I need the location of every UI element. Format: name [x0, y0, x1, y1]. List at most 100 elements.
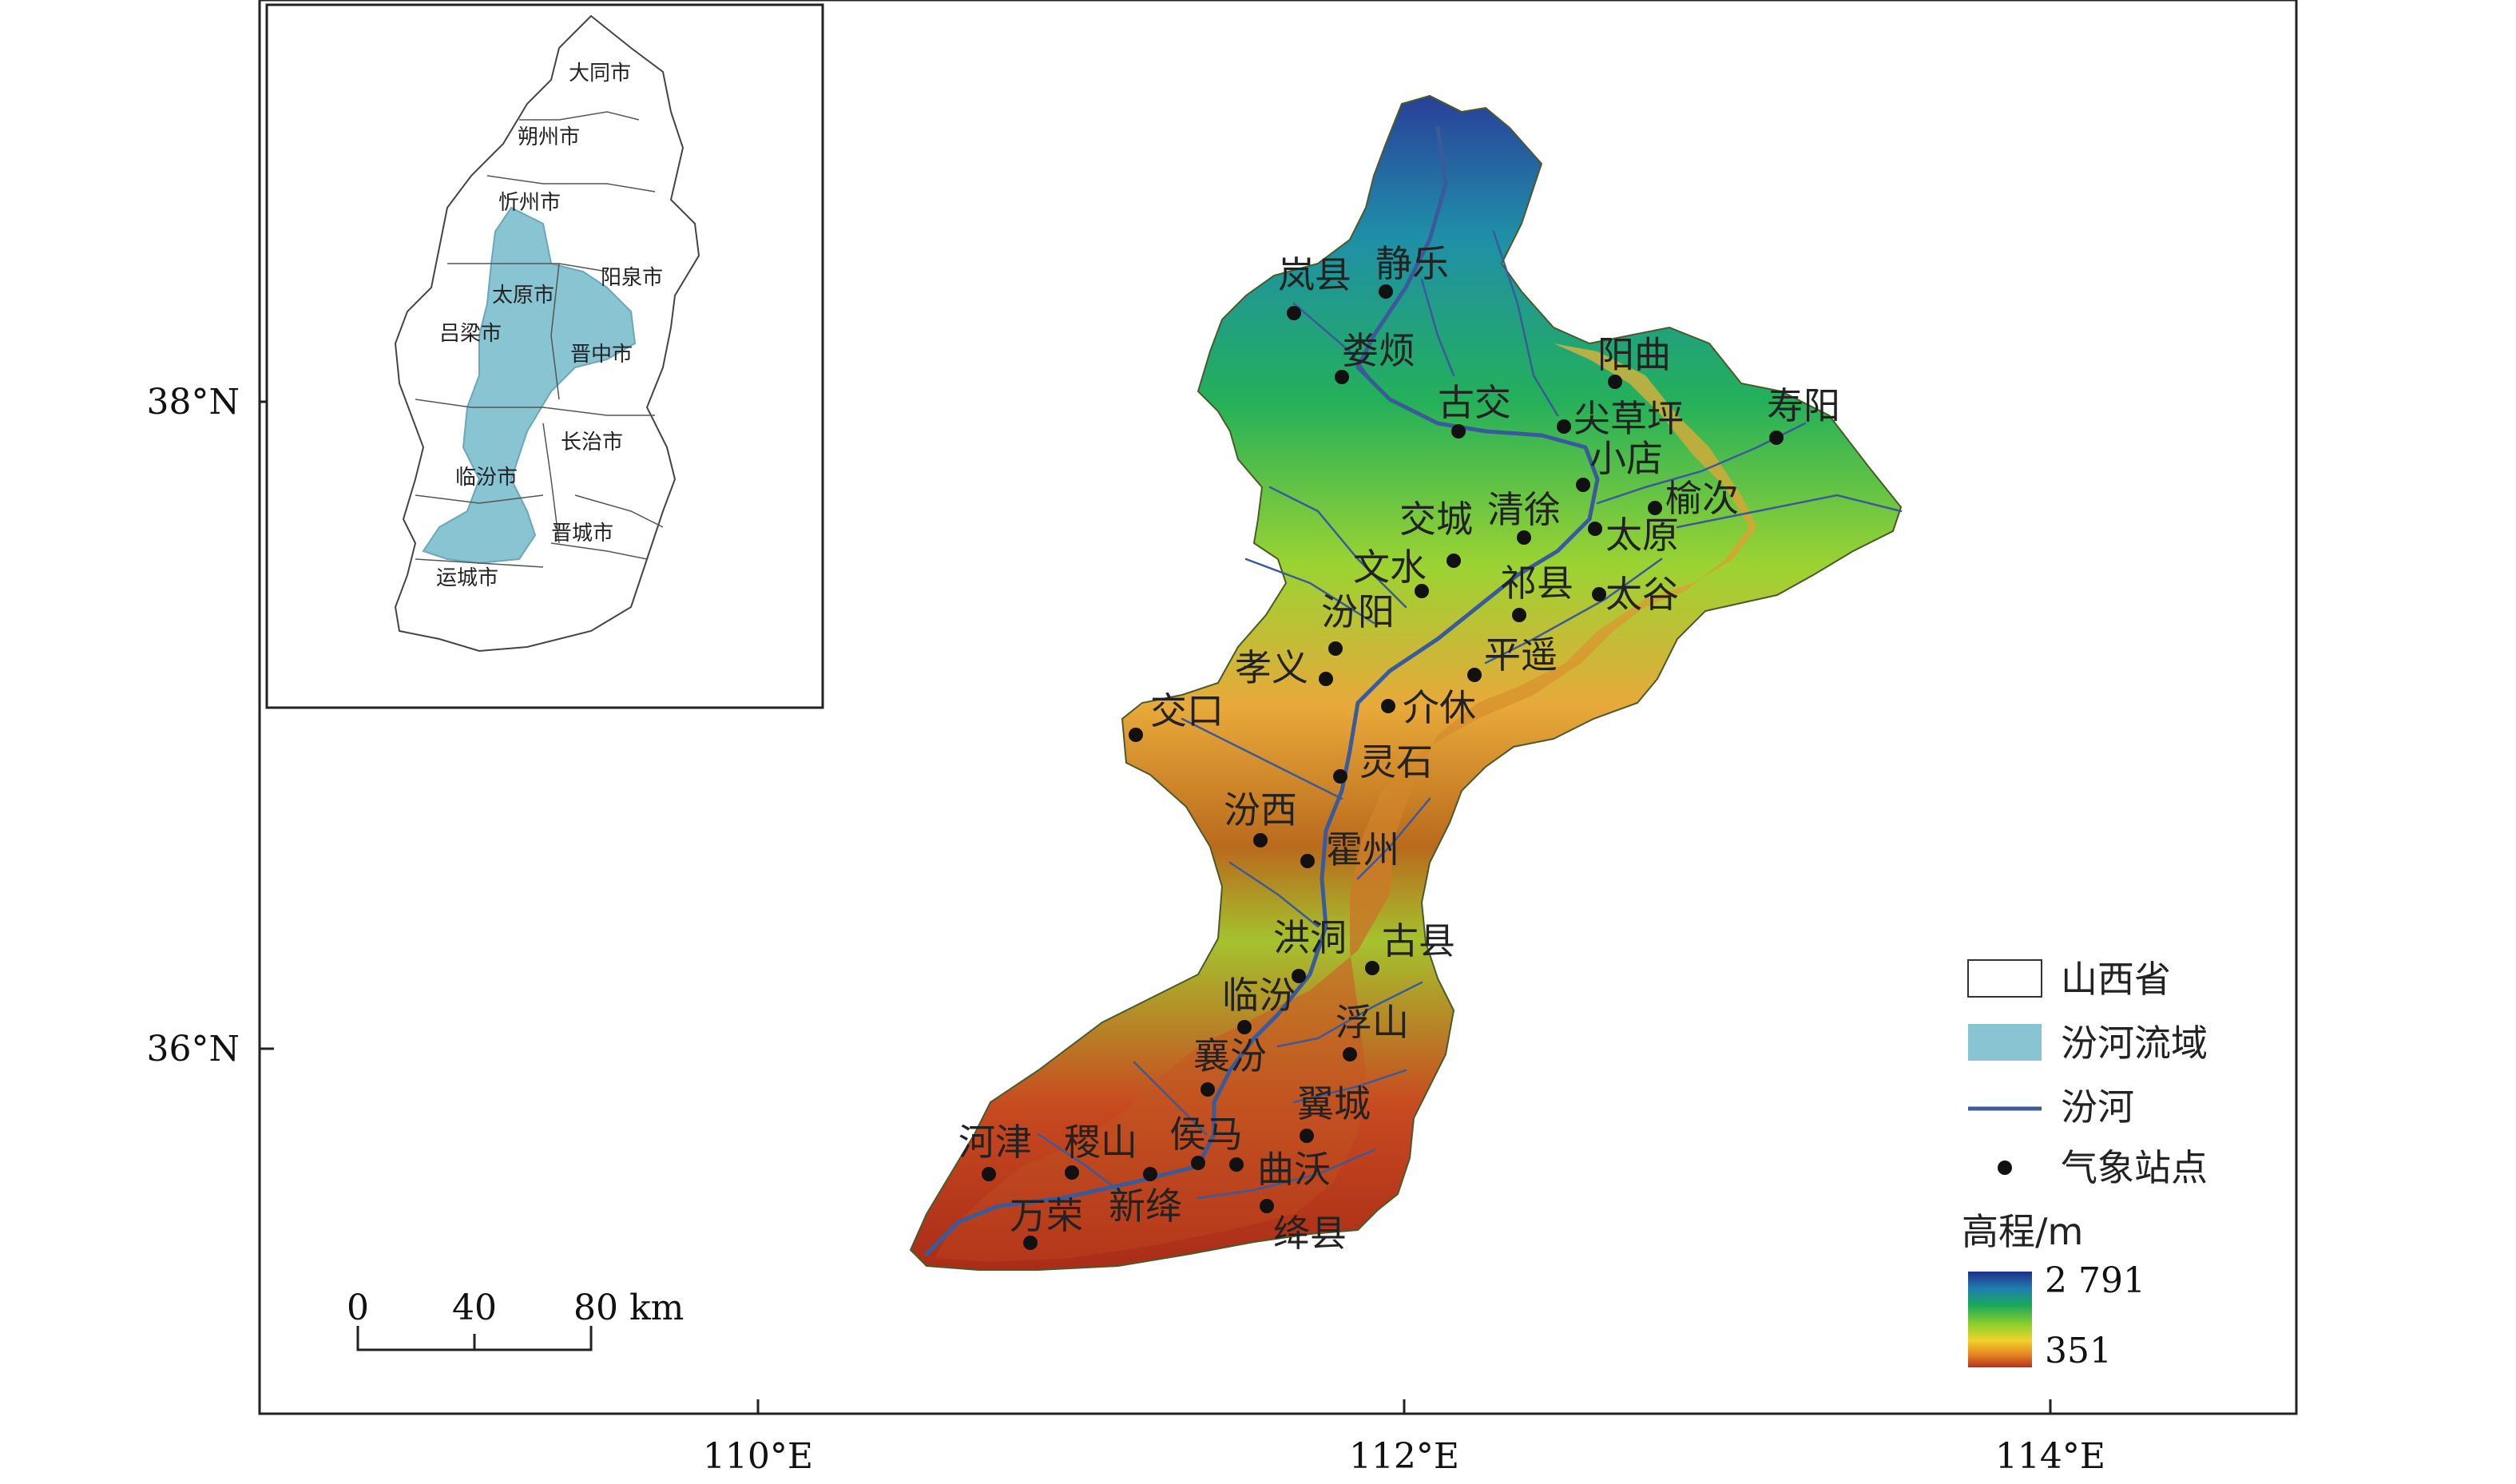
legend-elevation-ramp — [1968, 1272, 2032, 1367]
inset-city-jinzhong: 晋中市 — [570, 343, 633, 367]
station-label-fenxi: 汾西 — [1224, 788, 1297, 831]
station-label-xiaoyi: 孝义 — [1235, 646, 1308, 689]
station-label-houma: 侯马 — [1169, 1113, 1243, 1156]
station-dot-wanrong — [1023, 1236, 1038, 1250]
station-dot-guxian — [1365, 961, 1379, 975]
x-tick-114: 114°E — [1995, 1436, 2105, 1477]
station-label-lanxian: 岚县 — [1278, 253, 1351, 296]
station-dot-wenshui — [1415, 584, 1429, 598]
inset-city-lvliang: 吕梁市 — [439, 322, 502, 346]
map-frame — [258, 0, 2298, 1415]
legend-swatch-basin — [1968, 1024, 2042, 1061]
scale-tick-80km: 80 km — [573, 1288, 684, 1328]
inset-city-xinzhou: 忻州市 — [498, 191, 561, 215]
station-dot-jiangxian — [1260, 1199, 1274, 1213]
station-label-hejin: 河津 — [958, 1121, 1032, 1164]
legend-swatch-station — [1998, 1161, 2012, 1175]
y-tick-38n: 38°N — [147, 382, 240, 423]
station-dot-yicheng — [1300, 1129, 1314, 1143]
station-dot-taigu — [1592, 587, 1606, 601]
inset-city-datong: 大同市 — [569, 62, 631, 85]
x-tick-112: 112°E — [1349, 1436, 1459, 1477]
legend-label-province: 山西省 — [2061, 958, 2171, 1001]
station-label-fushan: 浮山 — [1335, 1001, 1409, 1044]
legend-elev-min: 351 — [2045, 1331, 2112, 1371]
inset-basin — [422, 206, 637, 565]
inset-city-yangquan: 阳泉市 — [601, 266, 663, 290]
station-label-lingshi: 灵石 — [1359, 740, 1433, 784]
station-dot-lingshi — [1333, 769, 1347, 784]
station-label-yangqu: 阳曲 — [1597, 333, 1671, 376]
station-label-quwo: 曲沃 — [1257, 1148, 1331, 1191]
station-label-fenyang: 汾阳 — [1321, 590, 1395, 633]
y-tick-36n: 36°N — [147, 1029, 240, 1069]
inset-city-changzhi: 长治市 — [561, 431, 623, 454]
station-dot-shouyang — [1769, 431, 1784, 445]
basin-elevation — [909, 94, 1903, 1271]
station-dot-gujiao — [1451, 424, 1466, 438]
station-dot-qingxu — [1517, 530, 1531, 545]
station-dot-hongtong — [1292, 969, 1306, 983]
station-dot-qixian — [1512, 608, 1526, 622]
station-dot-fenyang — [1328, 641, 1343, 656]
station-dot-jingle — [1379, 284, 1393, 299]
station-label-jiangxian: 绛县 — [1273, 1212, 1347, 1255]
station-label-gujiao: 古交 — [1438, 381, 1511, 424]
station-label-jiaokou: 交口 — [1150, 689, 1224, 732]
station-dot-jiexiu — [1381, 699, 1395, 713]
station-dot-xiaoyi — [1319, 672, 1333, 686]
station-dot-loufan — [1335, 370, 1349, 384]
station-dot-linfen — [1237, 1020, 1252, 1034]
station-label-xiaodian: 小店 — [1589, 437, 1663, 480]
legend: 山西省 汾河流域 汾河 气象站点 高程/m 2 791 351 — [1962, 958, 2208, 1371]
station-label-yicheng: 翼城 — [1297, 1082, 1371, 1125]
station-dot-quwo — [1229, 1157, 1244, 1172]
fen-river — [924, 125, 1600, 1256]
inset-city-yuncheng: 运城市 — [436, 566, 498, 590]
station-label-qingxu: 清徐 — [1487, 488, 1561, 531]
inset-city-jincheng: 晋城市 — [551, 522, 613, 546]
scale-bar: 0 40 80 km — [347, 1288, 684, 1351]
legend-swatch-province — [1967, 959, 2042, 998]
station-dot-xiaodian — [1576, 478, 1590, 492]
scale-tick-40: 40 — [452, 1288, 497, 1328]
station-label-xinjiang: 新绛 — [1109, 1184, 1182, 1228]
station-label-jishan: 稷山 — [1064, 1121, 1137, 1164]
station-label-huozhou: 霍州 — [1326, 828, 1399, 871]
station-label-yuci: 榆次 — [1665, 477, 1739, 520]
inset-city-borders — [415, 111, 664, 568]
station-dot-hejin — [982, 1167, 996, 1181]
inset-city-taiyuan: 太原市 — [492, 284, 554, 308]
station-label-taiyuan: 太原 — [1605, 514, 1679, 557]
inset-city-shuozhou: 朔州市 — [518, 125, 580, 149]
station-dot-jiaocheng — [1447, 554, 1461, 568]
station-dot-yuci — [1648, 501, 1662, 515]
station-dot-lanxian — [1287, 306, 1301, 320]
station-labels: 岚县 静乐 娄烦 古交 阳曲 寿阳 尖草坪 小店 榆次 交城 清徐 太原 文水 … — [958, 242, 1840, 1255]
station-dot-fenxi — [1253, 833, 1268, 847]
station-dot-pingyao — [1467, 668, 1482, 682]
station-label-guxian: 古县 — [1382, 919, 1455, 962]
station-label-loufan: 娄烦 — [1342, 329, 1415, 372]
station-dot-jishan — [1065, 1165, 1079, 1180]
inset-city-linfen: 临汾市 — [455, 466, 518, 490]
station-label-taigu: 太谷 — [1605, 573, 1679, 616]
scale-tick-0: 0 — [347, 1288, 369, 1328]
legend-label-river: 汾河 — [2061, 1085, 2134, 1129]
station-dot-jiaokou — [1129, 728, 1143, 742]
station-label-linfen: 临汾 — [1222, 974, 1296, 1017]
station-dot-huozhou — [1300, 854, 1315, 868]
station-label-wenshui: 文水 — [1353, 546, 1427, 589]
station-dot-xiangfen — [1200, 1082, 1215, 1097]
station-label-pingyao: 平遥 — [1484, 633, 1558, 677]
station-dot-yangqu — [1608, 375, 1622, 389]
station-label-xiangfen: 襄汾 — [1193, 1034, 1267, 1077]
station-markers — [982, 284, 1784, 1250]
station-dot-fushan — [1343, 1047, 1357, 1061]
station-label-jiancaoping: 尖草坪 — [1573, 397, 1684, 440]
station-label-jiaocheng: 交城 — [1399, 498, 1473, 541]
x-tick-110: 110°E — [703, 1436, 813, 1477]
station-dot-xinjiang — [1143, 1167, 1157, 1181]
station-label-hongtong: 洪洞 — [1273, 916, 1347, 959]
